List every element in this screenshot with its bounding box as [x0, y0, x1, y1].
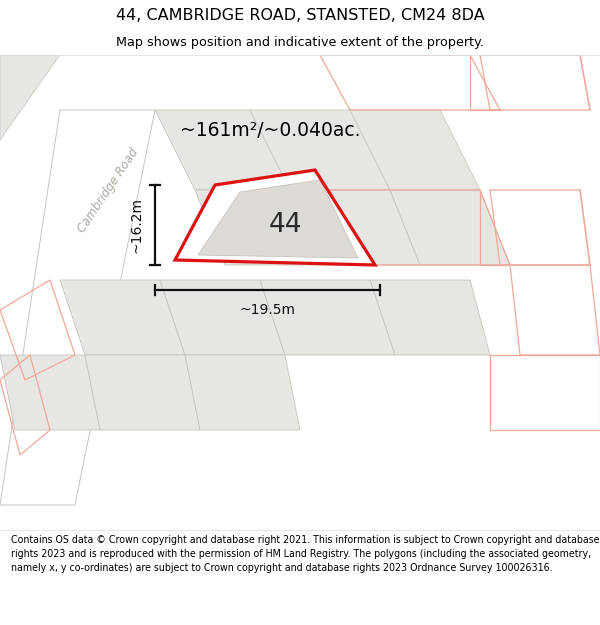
Polygon shape	[370, 280, 490, 355]
Polygon shape	[250, 110, 390, 190]
Text: 44, CAMBRIDGE ROAD, STANSTED, CM24 8DA: 44, CAMBRIDGE ROAD, STANSTED, CM24 8DA	[116, 8, 484, 23]
Polygon shape	[185, 355, 300, 430]
Text: ~16.2m: ~16.2m	[129, 197, 143, 253]
Polygon shape	[60, 280, 185, 355]
Polygon shape	[260, 280, 395, 355]
Polygon shape	[175, 170, 375, 265]
Polygon shape	[195, 190, 320, 265]
Polygon shape	[0, 355, 100, 430]
Polygon shape	[350, 110, 480, 190]
Polygon shape	[160, 280, 285, 355]
Polygon shape	[0, 55, 60, 140]
Text: Map shows position and indicative extent of the property.: Map shows position and indicative extent…	[116, 36, 484, 49]
Polygon shape	[290, 190, 420, 265]
Text: ~19.5m: ~19.5m	[239, 303, 296, 317]
Text: ~161m²/~0.040ac.: ~161m²/~0.040ac.	[180, 121, 360, 139]
Polygon shape	[390, 190, 510, 265]
Polygon shape	[198, 180, 358, 258]
Polygon shape	[0, 110, 155, 505]
Text: 44: 44	[268, 212, 302, 238]
Text: Contains OS data © Crown copyright and database right 2021. This information is : Contains OS data © Crown copyright and d…	[11, 535, 599, 572]
Polygon shape	[155, 110, 290, 190]
Polygon shape	[85, 355, 200, 430]
Text: Cambridge Road: Cambridge Road	[75, 146, 141, 234]
